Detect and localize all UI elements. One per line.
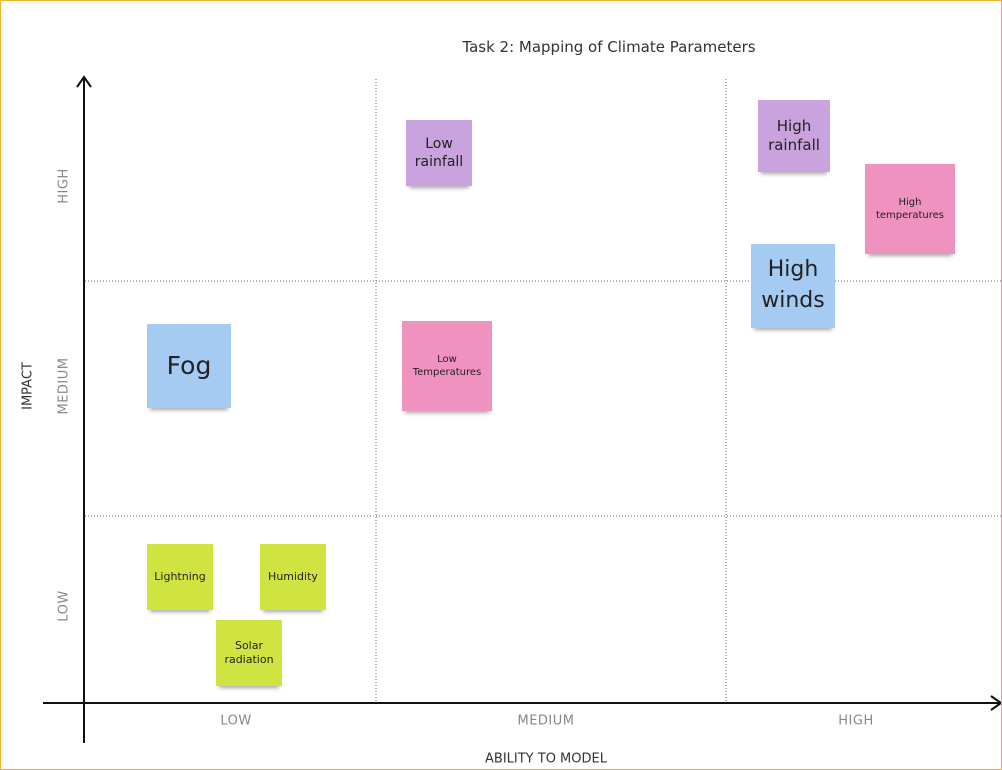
sticky-note[interactable]: High rainfall	[758, 100, 830, 172]
x-level: LOW	[220, 713, 252, 729]
y-axis-label: IMPACT	[20, 362, 36, 410]
y-arrow	[76, 75, 92, 88]
y-level: LOW	[56, 590, 72, 622]
x-level: HIGH	[838, 713, 874, 729]
sticky-note[interactable]: Humidity	[260, 544, 326, 610]
sticky-note[interactable]: High temperatures	[865, 164, 955, 254]
sticky-note[interactable]: Solar radiation	[216, 620, 282, 686]
y-level: HIGH	[56, 168, 72, 204]
sticky-note[interactable]: Low Temperatures	[402, 321, 492, 411]
x-axis-label: ABILITY TO MODEL	[485, 751, 607, 767]
sticky-note[interactable]: Low rainfall	[406, 120, 472, 186]
sticky-note[interactable]: Fog	[147, 324, 231, 408]
sticky-note[interactable]: Lightning	[147, 544, 213, 610]
title: Task 2: Mapping of Climate Parameters	[462, 38, 756, 56]
y-level: MEDIUM	[56, 357, 72, 415]
sticky-note[interactable]: High winds	[751, 244, 835, 328]
x-arrow	[990, 695, 1001, 711]
x-level: MEDIUM	[517, 713, 575, 729]
